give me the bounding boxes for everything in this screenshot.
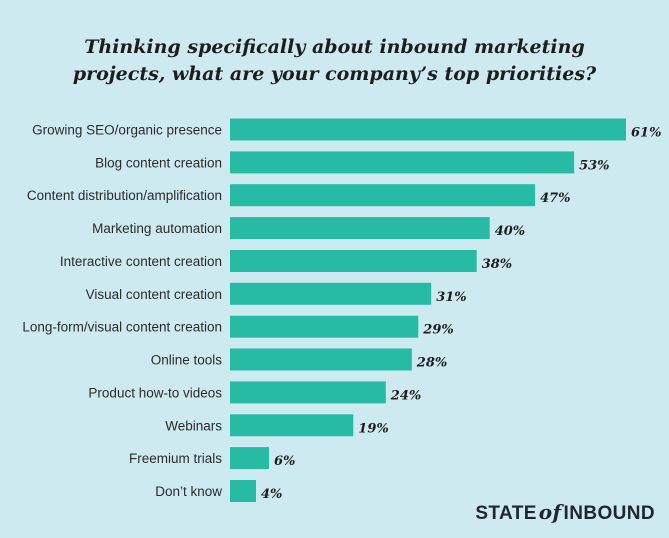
value-label-5: 38%	[482, 257, 512, 272]
bar-3	[230, 184, 536, 207]
category-label-9: Product how-to videos	[88, 385, 222, 400]
category-label-1: Growing SEO/organic presence	[32, 123, 222, 138]
bar-10	[230, 414, 354, 437]
bar-4	[230, 217, 490, 240]
chart-title-line-2: projects, what are your company’s top pr…	[72, 63, 597, 85]
value-label-11: 6%	[274, 454, 295, 469]
value-label-9: 24%	[390, 388, 421, 403]
state-of-inbound-logo: STATE of INBOUND	[475, 500, 655, 525]
bar-12	[230, 480, 256, 502]
value-label-8: 28%	[416, 356, 447, 371]
value-label-2: 53%	[579, 158, 609, 173]
chart-title: Thinking specifically about inbound mark…	[0, 34, 669, 88]
brand-word-of: of	[538, 500, 562, 524]
value-label-12: 4%	[261, 487, 282, 502]
bar-6	[230, 282, 432, 305]
category-label-6: Visual content creation	[86, 287, 222, 302]
category-label-3: Content distribution/amplification	[27, 188, 222, 203]
bar-8	[230, 348, 412, 371]
category-label-10: Webinars	[165, 418, 222, 433]
category-label-5: Interactive content creation	[60, 254, 222, 269]
brand-word-state: STATE	[475, 503, 537, 524]
bar-1	[230, 118, 626, 141]
chart-title-line-1: Thinking specifically about inbound mark…	[84, 36, 585, 58]
value-label-7: 29%	[422, 323, 453, 338]
value-label-1: 61%	[631, 126, 661, 141]
bar-9	[230, 381, 386, 404]
category-label-4: Marketing automation	[92, 221, 222, 236]
category-label-8: Online tools	[151, 353, 223, 368]
brand-word-inbound: INBOUND	[563, 503, 655, 524]
value-label-4: 40%	[495, 224, 525, 239]
bar-7	[230, 315, 419, 338]
bar-2	[230, 151, 575, 174]
value-label-10: 19%	[358, 421, 388, 436]
bar-11	[230, 447, 269, 470]
category-label-2: Blog content creation	[95, 155, 222, 170]
category-label-7: Long-form/visual content creation	[22, 320, 222, 335]
value-label-3: 47%	[540, 191, 570, 206]
category-label-12: Don’t know	[155, 484, 222, 499]
bar-5	[230, 250, 477, 272]
category-label-11: Freemium trials	[129, 451, 222, 466]
value-label-6: 31%	[436, 290, 466, 305]
